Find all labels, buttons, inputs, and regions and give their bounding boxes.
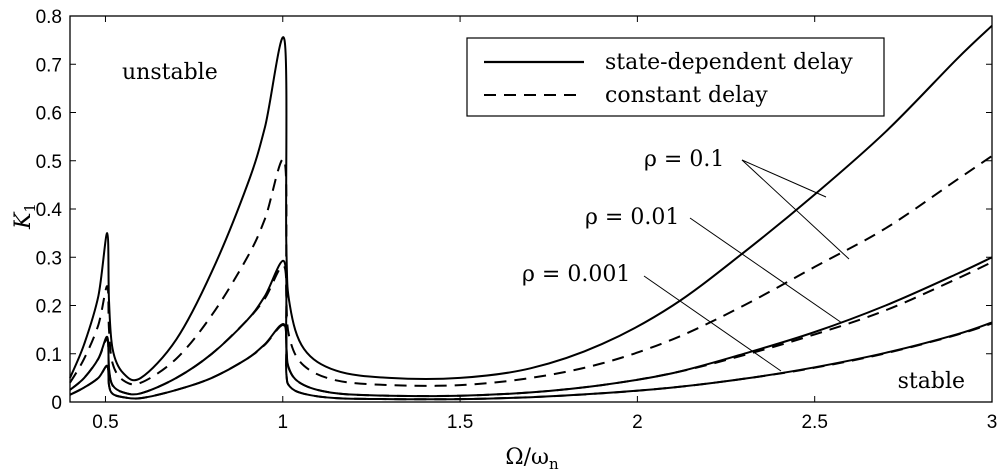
annotation-rho-0.001: ρ = 0.001 <box>522 262 630 287</box>
y-tick-label: 0.4 <box>36 200 63 221</box>
x-tick-label: 3 <box>987 412 998 433</box>
annotations: ρ = 0.1 ρ = 0.01 ρ = 0.001 <box>522 147 850 372</box>
annotation-leader <box>643 275 782 372</box>
region-label-unstable: unstable <box>122 60 218 85</box>
y-tick-label: 0.6 <box>36 104 62 125</box>
series-line-rho-0.1-solid <box>69 24 993 382</box>
legend-box <box>466 37 885 117</box>
y-tick-label: 0.8 <box>36 7 62 28</box>
y-tick-label: 0.2 <box>36 297 62 318</box>
x-tick-label: 1.5 <box>447 412 473 433</box>
x-tick-label: 2.5 <box>801 412 827 433</box>
y-tick-label: 0 <box>51 393 62 414</box>
y-axis-ticks: 0 0.1 0.2 0.3 0.4 0.5 0.6 0.7 0.8 <box>36 7 992 414</box>
x-tick-label: 1 <box>277 412 288 433</box>
legend-label-state-dependent: state-dependent delay <box>605 50 853 75</box>
y-axis-title: K1 <box>11 203 39 230</box>
annotation-leader <box>741 159 850 260</box>
annotation-leader <box>741 159 827 198</box>
annotation-rho-0.1: ρ = 0.1 <box>644 147 724 172</box>
region-label-stable: stable <box>898 369 965 394</box>
legend: state-dependent delay constant delay <box>466 37 885 117</box>
y-tick-label: 0.5 <box>36 152 62 173</box>
x-axis-ticks: 0.5 1 1.5 2 2.5 3 <box>92 16 997 433</box>
series-layer <box>69 24 993 401</box>
annotation-rho-0.01: ρ = 0.01 <box>585 205 679 230</box>
x-tick-label: 2 <box>632 412 643 433</box>
x-axis-title: Ω/ωn <box>505 445 559 471</box>
x-tick-label: 0.5 <box>92 412 118 433</box>
series-line-rho-0.001-dashed <box>69 322 993 401</box>
y-tick-label: 0.1 <box>36 345 62 366</box>
legend-label-constant: constant delay <box>605 83 768 108</box>
y-tick-label: 0.3 <box>36 248 62 269</box>
y-tick-label: 0.7 <box>36 55 62 76</box>
annotation-leader <box>689 217 843 324</box>
